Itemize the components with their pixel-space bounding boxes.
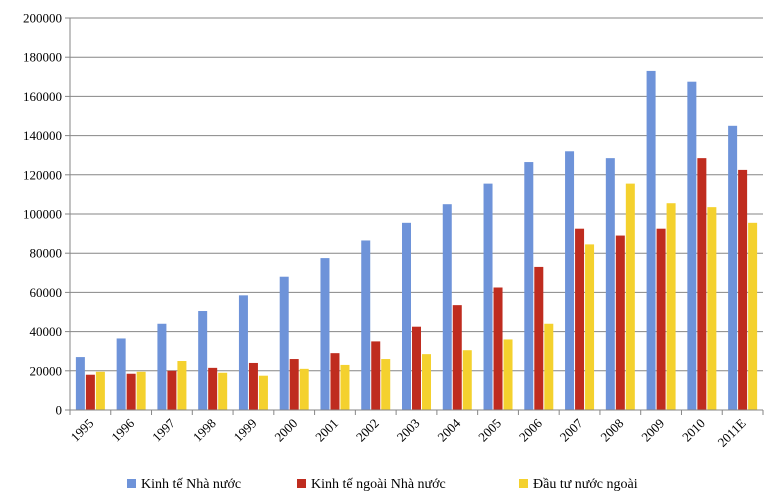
bar-2-2008 <box>615 235 625 410</box>
x-tick-label: 2001 <box>312 416 341 445</box>
bar-1-1999 <box>238 295 248 410</box>
bar-2-1998 <box>208 367 218 410</box>
y-tick-label: 80000 <box>30 246 63 261</box>
x-tick-label: 2003 <box>394 416 423 445</box>
bar-1-2000 <box>279 276 289 410</box>
y-tick-label: 160000 <box>23 89 62 104</box>
x-tick-label: 1995 <box>68 416 97 445</box>
bar-3-2003 <box>422 354 431 410</box>
bar-3-2010 <box>707 207 717 410</box>
x-tick-label: 2008 <box>597 416 626 445</box>
x-tick-label: 2000 <box>271 416 300 445</box>
bar-3-1998 <box>218 372 228 410</box>
bar-2-2011E <box>738 169 748 410</box>
bar-3-2008 <box>625 183 635 410</box>
y-axis-ticks: 0 20000 40000 60000 80000 100000 120000 140000 1… <box>23 11 70 418</box>
bar-3-1996 <box>136 371 146 410</box>
bar-1-2006 <box>524 162 534 410</box>
bar-1-2003 <box>402 222 411 410</box>
x-tick-label: 2006 <box>516 415 545 444</box>
bar-1-2001 <box>320 258 330 410</box>
bar-1-1995 <box>75 357 85 410</box>
y-tick-label: 180000 <box>23 50 62 65</box>
x-tick-label: 2011E <box>714 415 748 449</box>
bar-3-2006 <box>544 323 554 410</box>
bar-3-1997 <box>177 361 187 410</box>
x-tick-label: 2007 <box>557 415 586 444</box>
bar-1-2005 <box>483 183 493 410</box>
bar-1-2011E <box>728 125 738 411</box>
bar-3-2001 <box>340 364 350 410</box>
bar-1-2007 <box>565 151 575 410</box>
y-tick-label: 140000 <box>23 128 62 143</box>
bar-1-2004 <box>442 204 452 410</box>
bar-2-2007 <box>575 228 585 410</box>
bar-2-2005 <box>493 287 503 410</box>
y-tick-label: 40000 <box>30 324 63 339</box>
bar-3-2011E <box>748 222 758 410</box>
bar-2-2010 <box>697 158 707 410</box>
bar-1-2002 <box>361 240 371 410</box>
x-tick-label: 1996 <box>108 415 137 444</box>
legend: Kinh tế Nhà nước Kinh tế ngoài Nhà nước Đầ… <box>127 477 638 492</box>
x-tick-label: 2005 <box>475 416 504 445</box>
x-tick-label: 1998 <box>190 416 219 445</box>
bar-2-2009 <box>656 228 666 410</box>
bar-3-2004 <box>462 350 472 410</box>
x-tick-label: 1997 <box>149 415 178 444</box>
x-tick-label: 1999 <box>231 416 260 445</box>
x-axis-ticks: 1995 1996 1997 1998 1999 2000 2001 2002 2003 2004… <box>68 410 764 450</box>
bar-2-2004 <box>452 305 462 410</box>
bar-2-2003 <box>412 326 421 410</box>
bar-3-2002 <box>381 359 391 410</box>
y-tick-label: 120000 <box>23 167 62 182</box>
bar-2-2002 <box>371 341 381 410</box>
bar-2-1999 <box>248 362 258 410</box>
bar-3-1999 <box>258 375 268 410</box>
legend-label-1: Kinh tế Nhà nước <box>141 477 241 492</box>
bar-1-1997 <box>157 323 167 410</box>
legend-label-3: Đầu tư nước ngoài <box>533 477 638 492</box>
bar-1-1998 <box>198 311 208 410</box>
bar-3-1995 <box>95 371 105 410</box>
bar-2-2001 <box>330 353 340 410</box>
y-tick-label: 200000 <box>23 11 62 26</box>
y-tick-label: 60000 <box>30 285 63 300</box>
bar-2-1995 <box>85 374 95 410</box>
legend-swatch-2 <box>297 479 306 488</box>
x-tick-label: 2009 <box>638 416 667 445</box>
y-tick-label: 20000 <box>30 363 63 378</box>
bar-3-2007 <box>585 244 595 410</box>
bar-2-2000 <box>289 359 299 410</box>
legend-swatch-3 <box>519 479 528 488</box>
y-tick-label: 100000 <box>23 207 62 222</box>
bar-1-1996 <box>116 338 126 410</box>
bars <box>75 70 758 411</box>
axes <box>69 18 763 411</box>
y-tick-label: 0 <box>56 403 63 418</box>
bar-2-1996 <box>126 373 136 410</box>
bar-3-2000 <box>299 368 309 410</box>
x-tick-label: 2002 <box>353 416 382 445</box>
legend-swatch-1 <box>127 479 136 488</box>
bar-1-2009 <box>646 70 656 411</box>
bar-1-2008 <box>605 158 615 410</box>
x-tick-label: 2010 <box>679 416 708 445</box>
bar-3-2009 <box>666 203 676 410</box>
bar-2-2006 <box>534 266 544 410</box>
gridlines <box>70 17 763 372</box>
x-tick-label: 2004 <box>434 415 463 444</box>
bar-2-1997 <box>167 370 177 410</box>
bar-3-2005 <box>503 339 513 410</box>
legend-label-2: Kinh tế ngoài Nhà nước <box>311 477 446 492</box>
bar-1-2010 <box>687 81 697 410</box>
